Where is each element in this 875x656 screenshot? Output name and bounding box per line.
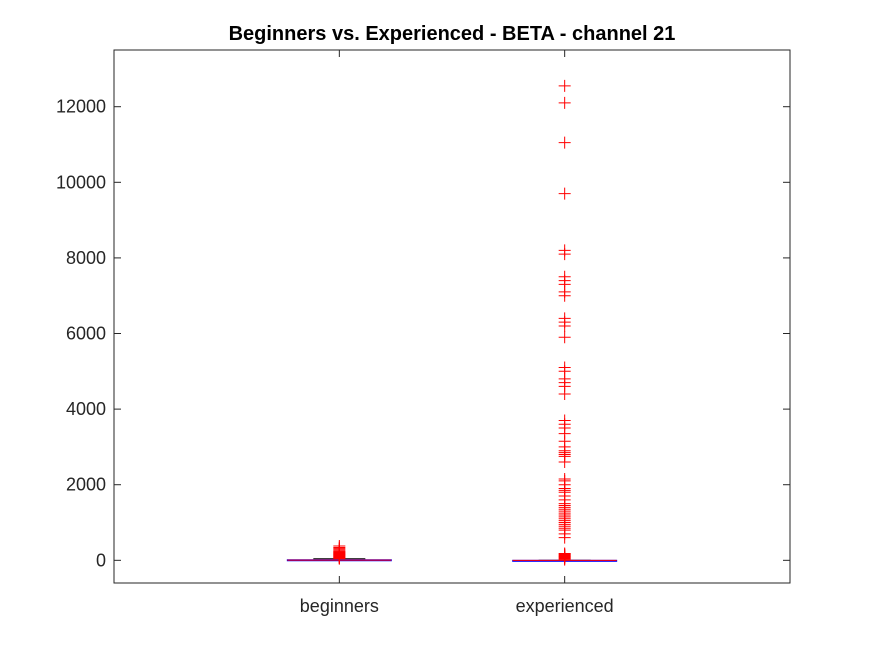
x-axis: beginners experienced xyxy=(300,50,614,616)
x-tick-label: beginners xyxy=(300,596,379,616)
outlier-point xyxy=(558,361,571,374)
y-tick-label: 12000 xyxy=(56,97,106,117)
boxes xyxy=(286,79,618,566)
y-tick-label: 4000 xyxy=(66,399,106,419)
outlier-point xyxy=(558,136,571,149)
box-experienced xyxy=(512,79,618,566)
x-tick-label: experienced xyxy=(516,596,614,616)
chart-title: Beginners vs. Experienced - BETA - chann… xyxy=(229,23,676,45)
plot-area xyxy=(113,49,791,584)
outlier-point xyxy=(558,547,571,560)
y-tick-label: 10000 xyxy=(56,172,106,192)
outlier-point xyxy=(558,312,571,325)
outlier-point xyxy=(558,473,571,486)
y-tick-label: 8000 xyxy=(66,248,106,268)
outlier-point xyxy=(558,414,571,427)
y-tick-label: 2000 xyxy=(66,475,106,495)
outlier-point xyxy=(333,539,346,552)
y-axis: 0 2000 4000 6000 8000 10000 12000 xyxy=(56,97,790,570)
outlier-point xyxy=(558,96,571,109)
outlier-point xyxy=(558,244,571,257)
outlier-point xyxy=(558,270,571,283)
y-tick-label: 0 xyxy=(96,550,106,570)
box-beginners xyxy=(286,539,392,565)
y-tick-label: 6000 xyxy=(66,324,106,344)
outlier-point xyxy=(558,79,571,92)
outlier-point xyxy=(558,331,571,344)
outlier-point xyxy=(558,187,571,200)
